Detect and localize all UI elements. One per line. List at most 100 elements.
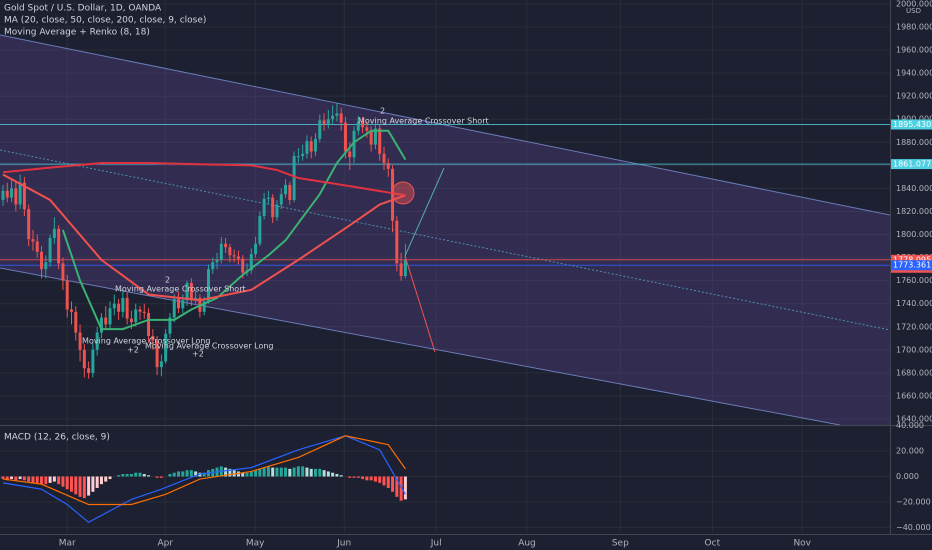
macd-bar <box>18 476 22 480</box>
candle-body <box>172 299 176 318</box>
candle-body <box>104 317 108 325</box>
macd-bar <box>172 472 176 477</box>
candle-body <box>335 113 339 116</box>
x-tick-label: Oct <box>705 539 721 549</box>
macd-bar <box>296 466 300 477</box>
candle-body <box>399 263 403 277</box>
candle-body <box>168 317 172 334</box>
channel-mid <box>0 149 891 331</box>
chart-title: Gold Spot / U.S. Dollar, 1D, OANDA <box>4 4 162 14</box>
macd-bar <box>403 476 407 500</box>
macd-bar <box>391 476 395 492</box>
macd-bar <box>91 476 95 492</box>
candle-body <box>134 309 138 323</box>
candle-body <box>125 297 129 319</box>
macd-line <box>2 435 406 524</box>
candle-body <box>177 299 181 309</box>
annotation: 2 <box>380 107 385 116</box>
candle-body <box>232 255 236 257</box>
macd-bar <box>99 476 103 485</box>
price-label-box <box>891 260 932 271</box>
macd-bar <box>168 473 172 477</box>
macd-bar <box>399 476 403 501</box>
y2-tick-label: −40.000 <box>896 523 931 532</box>
candle-body <box>48 237 52 263</box>
candle-body <box>275 204 279 218</box>
candle-body <box>219 243 223 260</box>
candle-body <box>365 127 369 131</box>
candle-body <box>108 308 112 325</box>
y-tick-label: 2000.000 <box>896 0 932 8</box>
macd-bar <box>1 476 5 480</box>
macd-bar <box>104 476 108 482</box>
y-tick-label: 1800.000 <box>896 230 932 239</box>
macd-bar <box>31 476 35 483</box>
candle-body <box>189 282 193 300</box>
candle-body <box>44 262 48 270</box>
y-tick-label: 1760.000 <box>896 276 932 285</box>
macd-bar <box>82 476 86 499</box>
macd-bar <box>386 476 390 488</box>
macd-bar <box>322 470 326 477</box>
macd-bar <box>284 467 288 477</box>
candle-body <box>378 128 382 154</box>
macd-line <box>2 435 406 506</box>
candle-body <box>279 194 283 205</box>
annotation: +2 <box>127 346 139 355</box>
macd-bar <box>245 472 249 477</box>
candle-body <box>65 280 69 310</box>
candle-body <box>228 247 232 256</box>
y2-tick-label: 40.000 <box>896 421 924 430</box>
annotation: Moving Average Crossover Long <box>145 342 274 351</box>
arrow-down <box>404 255 436 353</box>
channel-bottom <box>0 267 841 426</box>
candle-body <box>339 113 343 123</box>
y-tick-label: 1720.000 <box>896 322 932 331</box>
macd-bar <box>44 476 48 485</box>
annotation: Moving Average Crossover Long <box>82 337 211 346</box>
y2-tick-label: 0.000 <box>896 472 919 481</box>
macd-bar <box>202 472 206 477</box>
macd-bar <box>382 476 386 486</box>
x-tick-label: Sep <box>612 539 629 549</box>
price-label: 1773.361 <box>893 261 931 270</box>
x-tick-label: Apr <box>157 539 173 549</box>
candle-body <box>164 333 168 362</box>
candle-body <box>18 182 22 205</box>
candle-body <box>343 122 347 152</box>
macd-bar <box>27 476 31 482</box>
currency: USD <box>906 7 921 15</box>
macd-bar <box>194 471 198 477</box>
candle-body <box>69 309 73 312</box>
candle-body <box>138 309 142 312</box>
candle-body <box>129 318 133 323</box>
macd-bar <box>271 467 275 477</box>
macd-bar <box>331 472 335 477</box>
macd-bar <box>177 471 181 477</box>
ma-line <box>2 162 406 197</box>
macd-bar <box>232 470 236 477</box>
macd-bar <box>373 476 377 482</box>
indicator-label: MA (20, close, 50, close, 200, close, 9,… <box>4 16 206 26</box>
macd-bar <box>309 468 313 477</box>
macd-bar <box>258 468 262 477</box>
macd-bar <box>125 473 129 477</box>
ma-line <box>2 173 406 302</box>
y-tick-label: 1820.000 <box>896 207 932 216</box>
annotation: Moving Average Crossover Short <box>358 117 489 126</box>
candle-body <box>155 340 159 368</box>
candle-body <box>151 335 155 341</box>
macd-bar <box>57 476 61 485</box>
marker-circle <box>391 181 415 205</box>
macd-bar <box>249 471 253 477</box>
candle-body <box>202 301 206 312</box>
y2-tick-label: −20.000 <box>896 497 931 506</box>
price-label-box <box>891 119 932 130</box>
macd-bar <box>369 476 373 481</box>
macd-bar <box>5 476 9 481</box>
candle-body <box>87 368 91 373</box>
arrow-up <box>404 167 445 257</box>
candle-body <box>142 311 146 313</box>
candle-body <box>185 282 189 301</box>
macd-bar <box>48 476 52 483</box>
